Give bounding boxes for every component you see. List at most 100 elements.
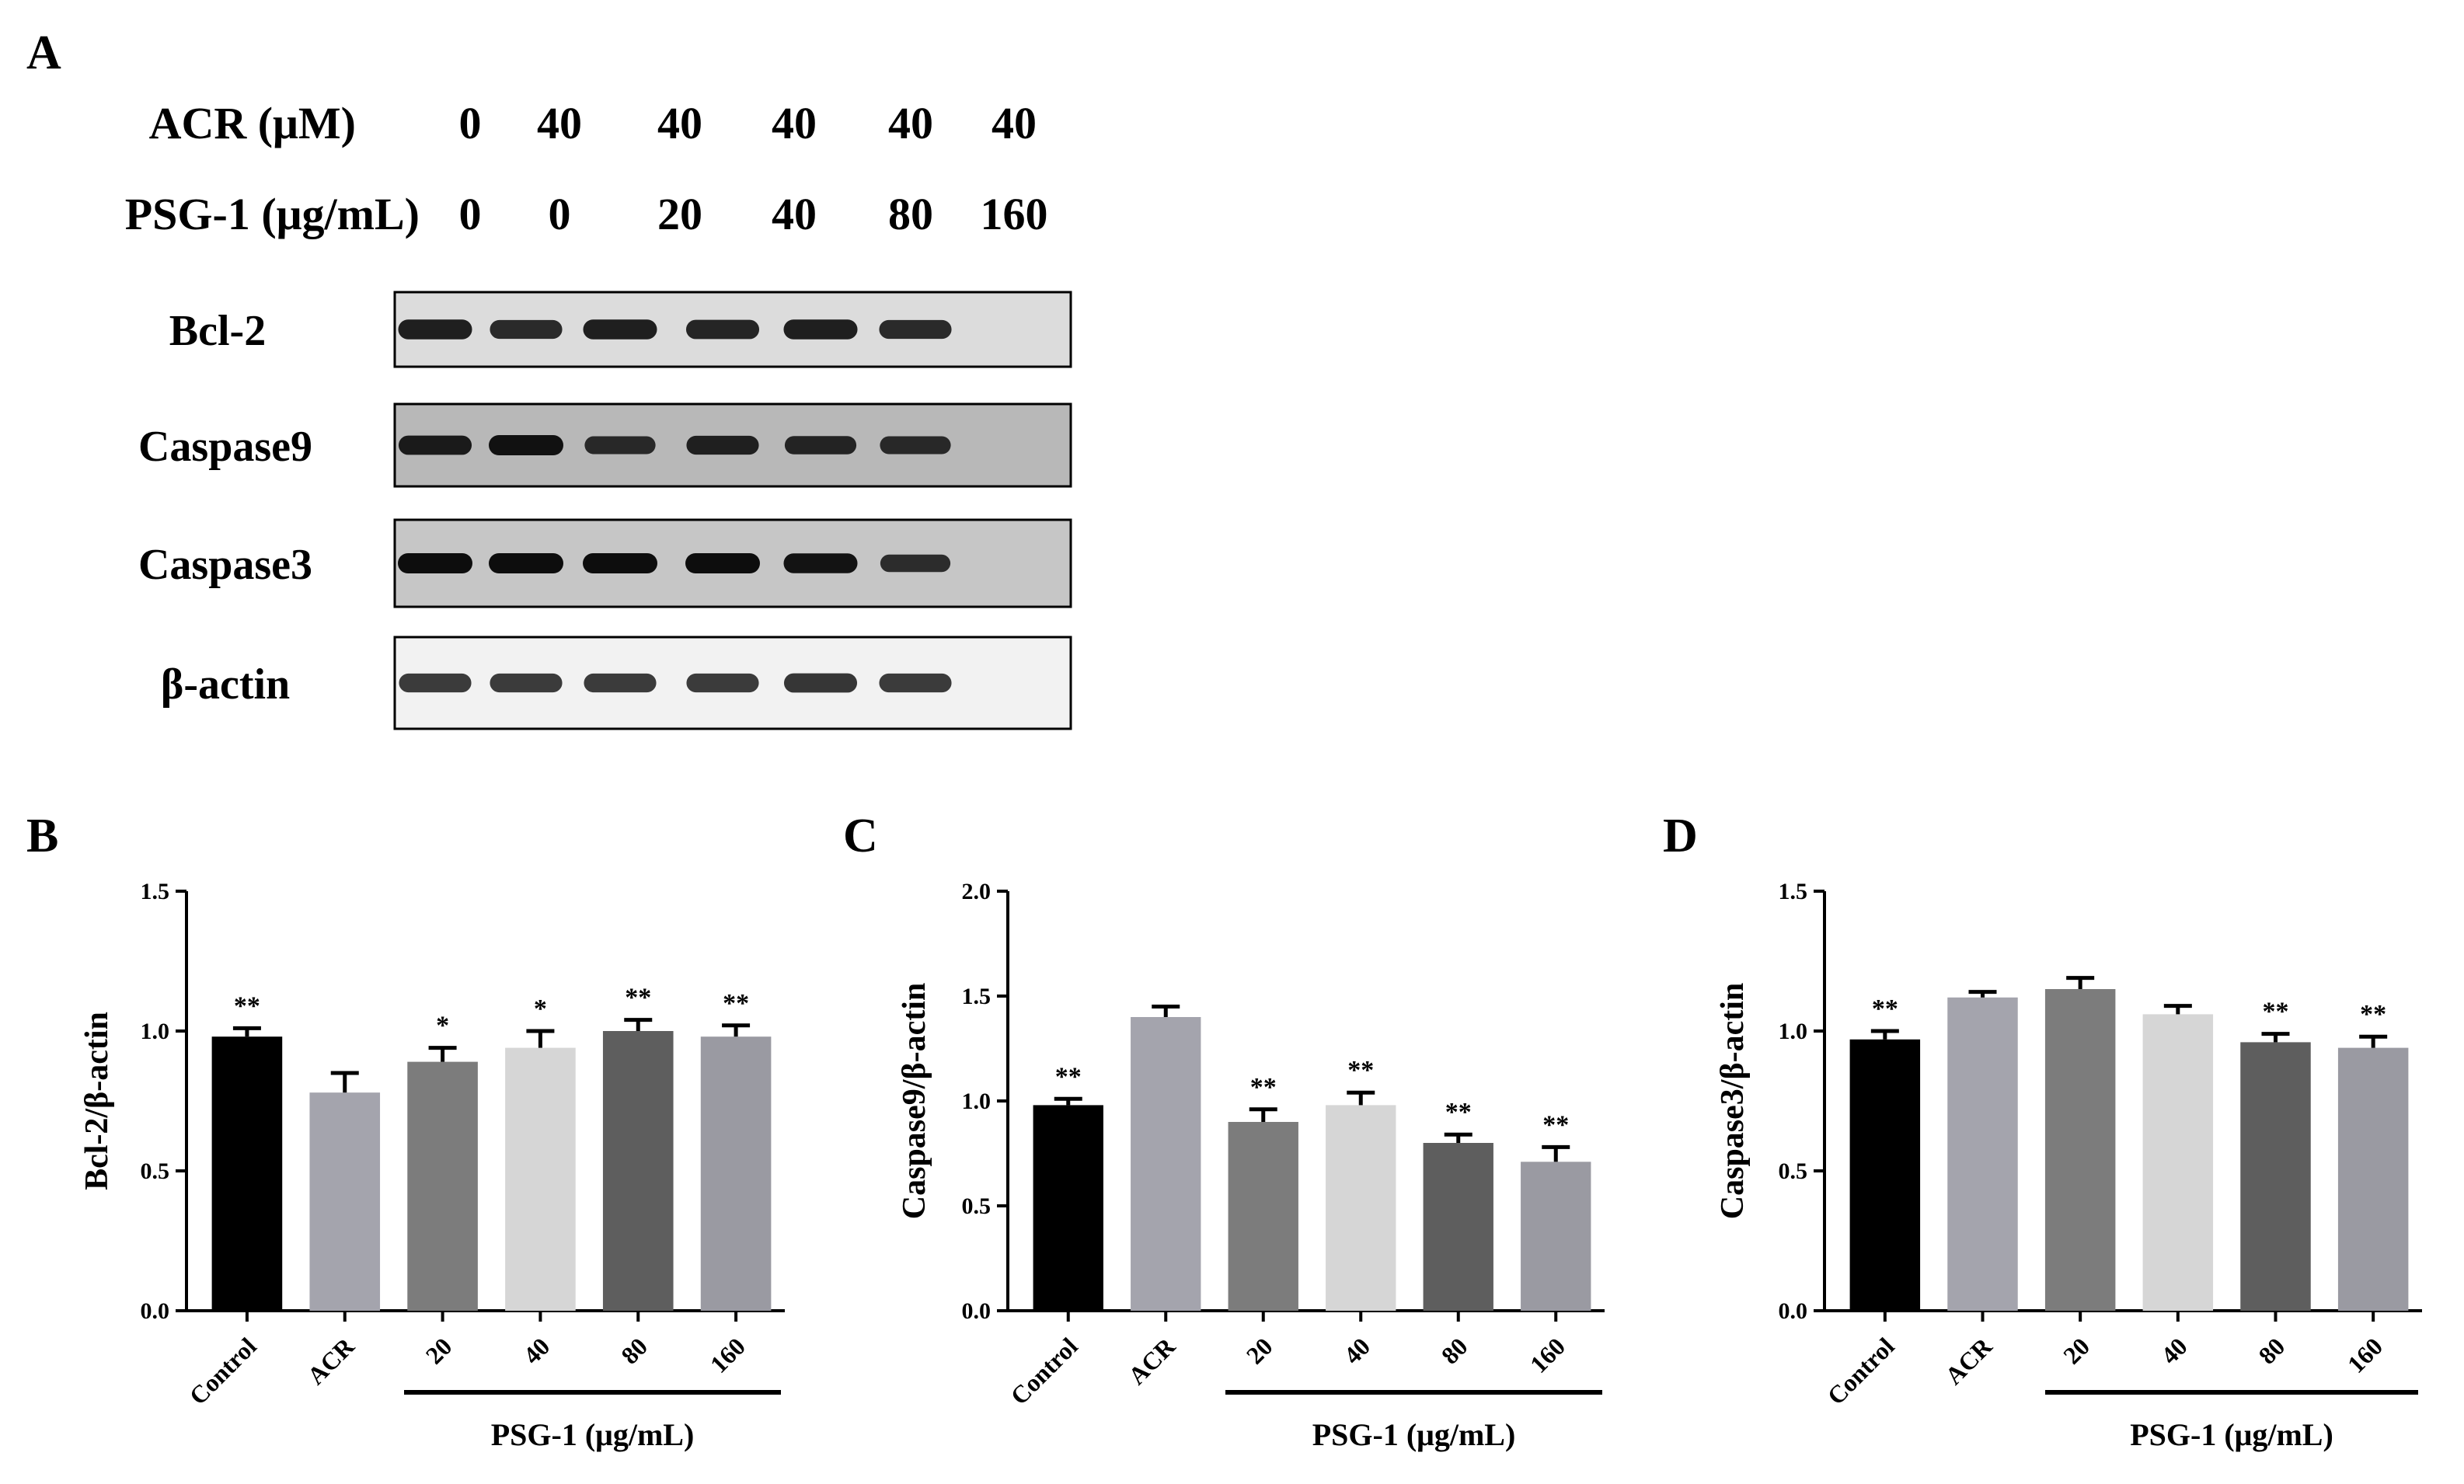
chart-panel-b: B 0.0 0.5 1.0 1.5 Bcl-2/β-actin ** Control ACR * 2… [26, 810, 785, 1452]
condition-value: 0 [459, 189, 482, 239]
x-tick-label: 40 [1338, 1332, 1375, 1369]
blot-band [398, 553, 472, 573]
blot-band [584, 673, 657, 693]
bar-control [211, 1036, 283, 1311]
condition-value: 0 [549, 189, 571, 239]
blot-label-caspase9: Caspase9 [138, 423, 312, 471]
panel-letter: B [26, 810, 58, 862]
bar-80 [1423, 1143, 1493, 1311]
blot-band [783, 319, 858, 340]
x-tick-label: 160 [2342, 1332, 2388, 1378]
bar-acr [309, 1092, 381, 1311]
y-axis-title: Caspase9/β-actin [897, 983, 932, 1219]
x-tick-label: ACR [1123, 1332, 1181, 1390]
y-tick-label: 1.0 [1779, 1019, 1808, 1044]
panel-letter: D [1663, 810, 1698, 862]
blot-band [686, 435, 759, 455]
chart-panel-c: C 0.0 0.5 1.0 1.5 2.0 Caspase9/β-actin ** Contro… [843, 810, 1605, 1452]
significance-marker: ** [625, 984, 651, 1012]
x-tick-label: 80 [1436, 1332, 1473, 1369]
condition-label-acr-m: ACR (μM) [149, 98, 356, 148]
significance-marker: * [534, 995, 547, 1023]
condition-value: 80 [888, 189, 933, 239]
y-tick-label: 1.0 [141, 1019, 170, 1044]
y-tick-label: 1.5 [962, 984, 992, 1009]
condition-value: 40 [657, 98, 702, 148]
blot-band [879, 319, 952, 340]
y-tick-label: 0.5 [1779, 1158, 1808, 1184]
x-tick-label: 160 [705, 1332, 751, 1378]
bar-control [1849, 1039, 1921, 1311]
bar-20 [1228, 1122, 1298, 1311]
blot-band [685, 319, 760, 340]
bar-160 [1521, 1162, 1591, 1311]
x-tick-label: ACR [1939, 1332, 1998, 1390]
significance-marker: ** [1872, 995, 1898, 1023]
significance-marker: ** [2263, 998, 2289, 1026]
blot-band [783, 553, 858, 573]
bar-charts: B 0.0 0.5 1.0 1.5 Bcl-2/β-actin ** Control ACR * 2… [26, 810, 2422, 1452]
bar-80 [2240, 1042, 2311, 1311]
y-tick-label: 0.0 [141, 1298, 170, 1324]
condition-value: 40 [888, 98, 933, 148]
blot-band [489, 553, 563, 573]
bar-40 [1326, 1105, 1396, 1311]
bar-40 [2142, 1014, 2214, 1311]
blot-band [489, 435, 563, 455]
y-tick-label: 1.0 [962, 1089, 992, 1114]
x-tick-label: 20 [1241, 1332, 1278, 1369]
blot-band [490, 673, 563, 693]
significance-marker: ** [1347, 1056, 1374, 1085]
condition-label-psg-1-g-ml: PSG-1 (μg/mL) [125, 189, 420, 239]
y-tick-label: 0.5 [962, 1193, 992, 1219]
blot-band [686, 673, 759, 693]
group-label: PSG-1 (μg/mL) [1312, 1417, 1516, 1452]
blot-band [490, 319, 563, 340]
y-axis-title: Bcl-2/β-actin [79, 1012, 115, 1190]
blot-band [880, 436, 951, 455]
panel-letter: C [843, 810, 878, 862]
y-tick-label: 0.0 [962, 1298, 992, 1324]
significance-marker: ** [723, 989, 749, 1018]
blot-label-bcl-2: Bcl-2 [169, 307, 266, 355]
significance-marker: ** [1445, 1098, 1472, 1127]
blot-band [880, 554, 951, 573]
group-label: PSG-1 (μg/mL) [2130, 1417, 2333, 1452]
chart-panel-d: D 0.0 0.5 1.0 1.5 Caspase3/β-actin ** Control AC… [1663, 810, 2422, 1452]
significance-marker: ** [1055, 1062, 1082, 1091]
condition-value: 40 [772, 98, 817, 148]
x-tick-label: ACR [301, 1332, 360, 1390]
condition-value: 20 [657, 189, 702, 239]
bar-acr [1947, 997, 2018, 1311]
y-tick-label: 0.5 [141, 1158, 170, 1184]
condition-value: 160 [981, 189, 1048, 239]
significance-marker: ** [1542, 1110, 1569, 1139]
bar-80 [602, 1031, 674, 1311]
x-tick-label: Control [183, 1332, 262, 1410]
blot-band [398, 319, 472, 340]
y-tick-label: 1.5 [1779, 879, 1808, 904]
group-label: PSG-1 (μg/mL) [491, 1417, 695, 1452]
bar-160 [700, 1036, 772, 1311]
significance-marker: ** [2360, 1000, 2386, 1029]
bar-160 [2337, 1047, 2409, 1311]
significance-marker: ** [1250, 1073, 1277, 1102]
y-tick-label: 0.0 [1779, 1298, 1808, 1324]
blot-label-caspase3: Caspase3 [138, 541, 312, 589]
x-tick-label: 160 [1525, 1332, 1570, 1378]
panel-a-letter: A [26, 26, 61, 79]
x-tick-label: 40 [518, 1332, 555, 1369]
bar-20 [407, 1061, 478, 1311]
condition-value: 0 [459, 98, 482, 148]
panel-a-western-blot: ACR (μM) 0 40 40 40 40 40 PSG-1 (μg/mL) 0 0 20 40 80… [125, 98, 1072, 730]
bar-control [1033, 1105, 1103, 1311]
blot-band [784, 436, 857, 455]
blot-band [584, 436, 656, 455]
x-tick-label: Control [1821, 1332, 1900, 1410]
condition-value: 40 [537, 98, 582, 148]
x-tick-label: Control [1005, 1332, 1083, 1410]
blot-band [879, 673, 952, 693]
blot-band [583, 319, 657, 340]
blot-band [783, 673, 858, 693]
